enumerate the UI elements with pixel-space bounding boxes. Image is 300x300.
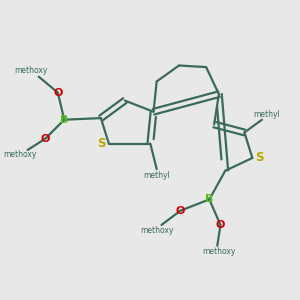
Text: B: B — [205, 194, 214, 204]
Text: methoxy: methoxy — [140, 226, 173, 235]
Text: O: O — [176, 206, 185, 216]
Text: O: O — [216, 220, 225, 230]
Text: S: S — [98, 137, 106, 150]
Text: methoxy: methoxy — [202, 247, 236, 256]
Text: methoxy: methoxy — [3, 150, 36, 159]
Text: methyl: methyl — [253, 110, 280, 119]
Text: methyl: methyl — [143, 171, 170, 180]
Text: O: O — [40, 134, 50, 144]
Text: methoxy: methoxy — [14, 66, 47, 75]
Text: S: S — [255, 152, 264, 164]
Text: O: O — [53, 88, 62, 98]
Text: B: B — [60, 115, 68, 125]
